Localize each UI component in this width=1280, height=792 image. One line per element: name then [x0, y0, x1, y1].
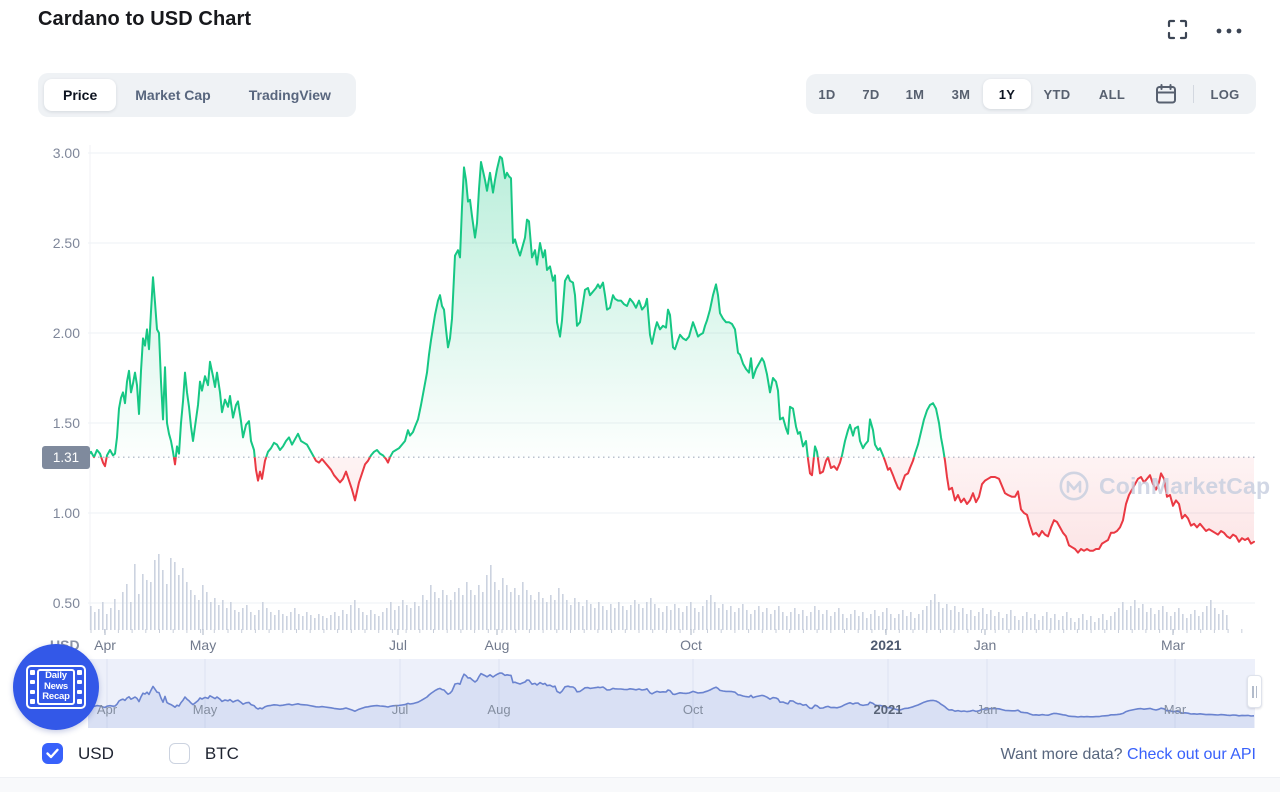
toolbar-divider — [1193, 85, 1194, 103]
x-axis-label-2021: 2021 — [870, 637, 902, 653]
tab-price[interactable]: Price — [44, 79, 117, 111]
y-axis-label: 2.50 — [52, 235, 80, 251]
range-ytd[interactable]: YTD — [1043, 86, 1071, 102]
navigator-minimap[interactable] — [87, 659, 1255, 728]
x-axis-label-mar: Mar — [1160, 637, 1186, 653]
x-axis-label-oct: Oct — [682, 702, 704, 717]
calendar-icon[interactable] — [1155, 83, 1178, 110]
currency-label-usd[interactable]: USD — [78, 743, 114, 763]
current-price-badge: 1.31 — [42, 446, 90, 469]
checkbox-btc[interactable] — [168, 743, 190, 764]
x-axis-label-jan: Jan — [976, 702, 998, 717]
film-strip-icon: Daily News Recap — [26, 665, 86, 709]
api-prompt-text: Want more data? — [1000, 746, 1123, 763]
x-axis-label-mar: Mar — [1163, 702, 1187, 717]
y-axis-label: 0.50 — [52, 595, 80, 611]
navigator-resize-handle[interactable] — [1247, 675, 1262, 708]
x-axis-label-aug: Aug — [484, 637, 510, 653]
x-axis-label-2021: 2021 — [873, 702, 903, 717]
x-axis-label-oct: Oct — [680, 637, 702, 653]
range-toolbar: LOG 1D 7D 1M 3M 1Y YTD ALL — [806, 74, 1256, 114]
range-3m[interactable]: 3M — [951, 86, 971, 102]
section-divider — [0, 777, 1280, 792]
more-options-icon[interactable] — [1212, 24, 1246, 42]
range-1y[interactable]: 1Y — [983, 79, 1031, 109]
api-link[interactable]: Check out our API — [1127, 746, 1256, 763]
log-scale-button[interactable]: LOG — [1210, 86, 1240, 102]
y-axis-label: 2.00 — [52, 325, 80, 341]
x-axis-label-aug: Aug — [487, 702, 511, 717]
x-axis-label-apr: Apr — [96, 702, 118, 717]
x-axis-label-jul: Jul — [389, 637, 407, 653]
fullscreen-icon[interactable] — [1166, 18, 1189, 46]
range-1m[interactable]: 1M — [905, 86, 925, 102]
daily-news-recap-badge[interactable]: Daily News Recap — [13, 644, 99, 730]
y-axis-label: 1.50 — [52, 415, 80, 431]
api-promo: Want more data? Check out our API — [1000, 746, 1256, 764]
x-axis-label-jan: Jan — [973, 637, 997, 653]
y-axis-label: 1.00 — [52, 505, 80, 521]
price-line-above-reference — [88, 155, 946, 458]
currency-label-btc[interactable]: BTC — [204, 743, 239, 763]
x-axis-label-apr: Apr — [94, 637, 116, 653]
range-all[interactable]: ALL — [1098, 86, 1126, 102]
range-7d[interactable]: 7D — [862, 86, 880, 102]
tab-market-cap[interactable]: Market Cap — [135, 87, 211, 103]
price-line-below-reference — [92, 457, 1255, 554]
range-1d[interactable]: 1D — [818, 86, 836, 102]
tab-tradingview[interactable]: TradingView — [248, 87, 331, 103]
chart-type-tabs: Price Market Cap TradingView — [38, 73, 356, 117]
page-title: Cardano to USD Chart — [38, 8, 252, 30]
x-axis-label-may: May — [189, 637, 217, 653]
x-axis-label-jul: Jul — [391, 702, 409, 717]
y-axis-label: 3.00 — [52, 145, 80, 161]
x-axis-label-may: May — [192, 702, 218, 717]
checkbox-usd[interactable] — [42, 743, 63, 764]
